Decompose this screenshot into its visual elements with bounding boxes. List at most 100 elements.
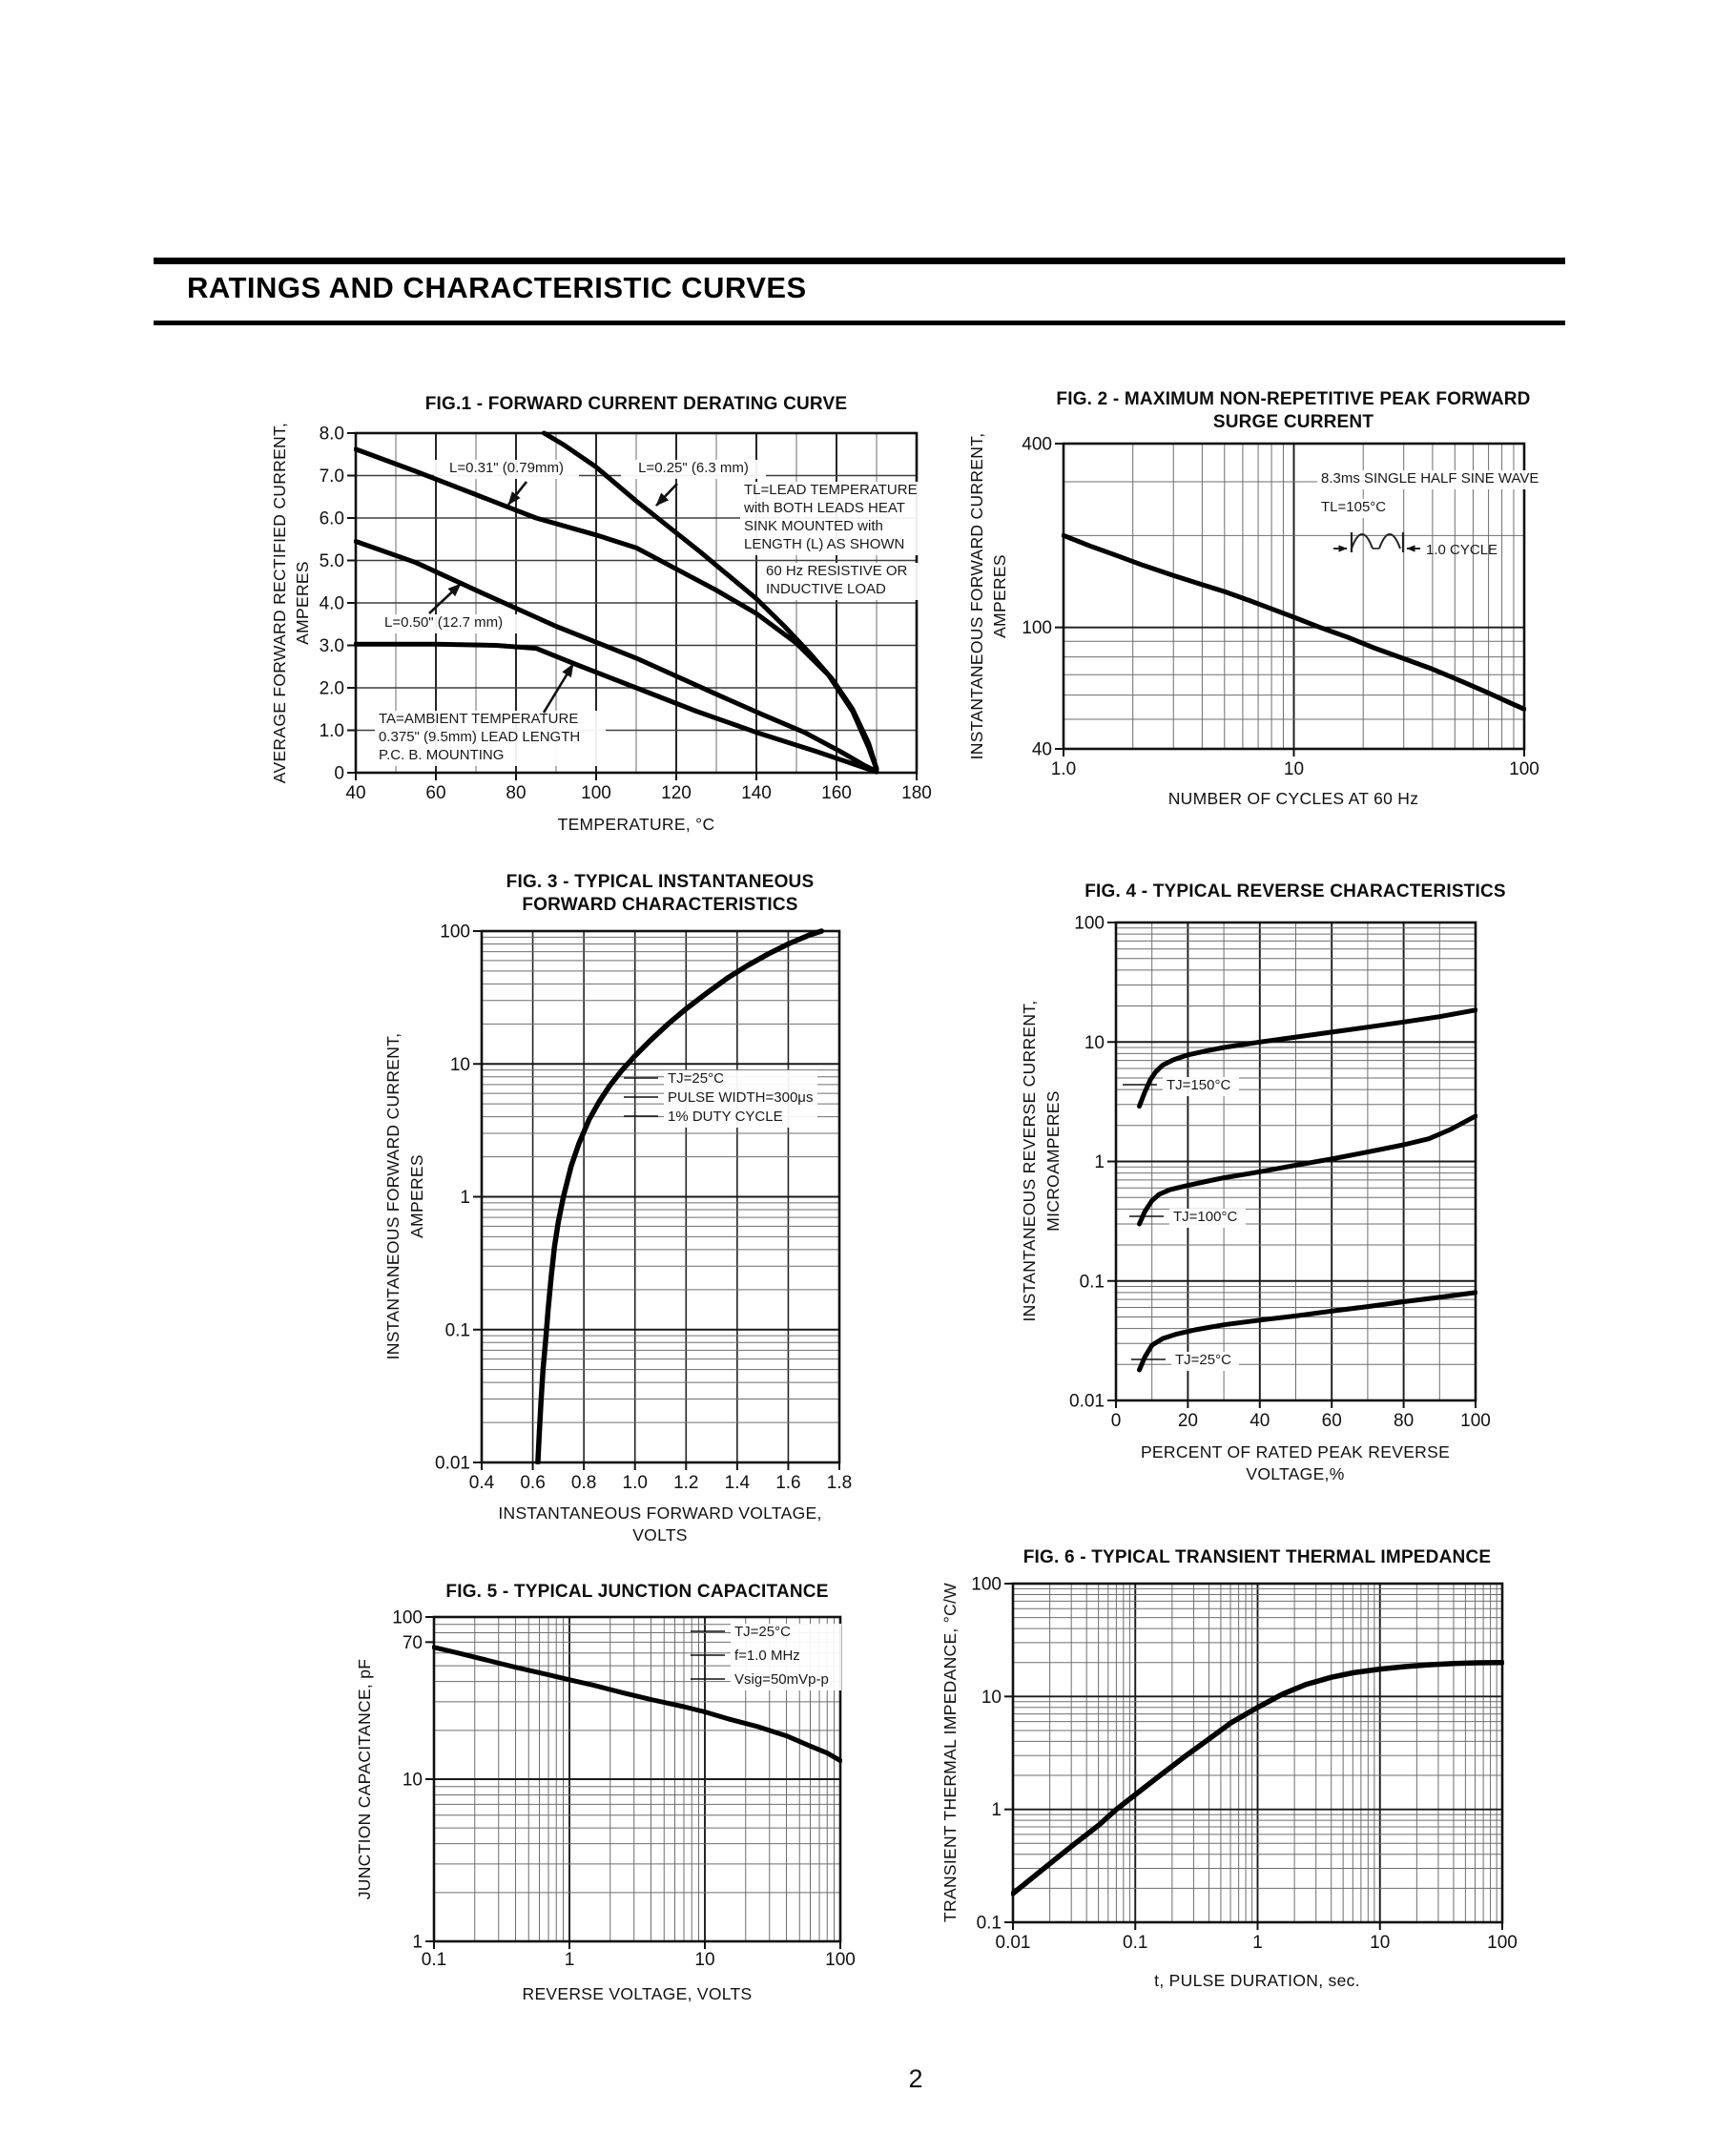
chart-title: FIG.1 - FORWARD CURRENT DERATING CURVE	[425, 394, 848, 414]
grid	[482, 931, 839, 1462]
annotation-text: L=0.50" (12.7 mm)	[384, 614, 503, 631]
series-group	[354, 430, 879, 775]
x-axis-title: TEMPERATURE, °C	[558, 815, 715, 834]
x-tick-label: 0.1	[1123, 1933, 1147, 1953]
annotation-bg	[740, 482, 919, 555]
x-tick-label: 100	[1509, 759, 1539, 779]
y-tick-label: 7.0	[320, 466, 344, 487]
annotation-arrow	[542, 663, 575, 714]
annotation-bg	[1317, 499, 1394, 518]
x-tick-label: 100	[1460, 1411, 1491, 1431]
y-tick-label: 0.1	[445, 1320, 470, 1340]
annotation-text: f=1.0 MHz	[734, 1648, 800, 1664]
chart-title: SURGE CURRENT	[1213, 412, 1374, 432]
annotation-bg	[1317, 470, 1557, 489]
annotation-text: TL=105°C	[1321, 499, 1386, 515]
x-tick-label: 10	[1284, 759, 1304, 779]
header-rule-top	[154, 258, 1565, 264]
series-line-2	[541, 430, 879, 772]
x-tick-label: 10	[694, 1950, 714, 1970]
series-line-1	[1137, 1007, 1477, 1109]
x-tick-label: 40	[345, 783, 365, 803]
annotation-text: with BOTH LEADS HEAT	[743, 500, 905, 516]
series-group	[535, 928, 825, 1464]
annotation-text: TA=AMBIENT TEMPERATURE	[379, 711, 578, 727]
y-tick-label: 0.01	[1069, 1392, 1105, 1412]
x-tick-label: 1.8	[827, 1473, 852, 1493]
annotation-text: TJ=100°C	[1173, 1209, 1237, 1225]
x-tick-label: 140	[741, 783, 772, 803]
y-tick-label: 10	[1084, 1033, 1105, 1053]
series-line-3	[354, 539, 879, 775]
series-group	[1137, 1007, 1477, 1373]
y-tick-label: 2.0	[320, 679, 344, 699]
annotation-arrow	[655, 483, 678, 507]
annotation-bg	[731, 1624, 841, 1690]
annotation-text: TJ=25°C	[734, 1624, 791, 1640]
chart-fig3-typical-instantaneous-forward-characteristics: 0.4 0.6 0.8 1.0 1.2 1.4 1.6 1.8 100 10 1 0.1 0.01 FIG…	[383, 872, 852, 1544]
annotation-text: L=0.31" (0.79mm)	[449, 460, 564, 476]
half-sine-pulse	[1351, 533, 1374, 549]
x-tick-label: 0.1	[422, 1950, 446, 1970]
x-tick-label: 80	[1394, 1411, 1414, 1431]
y-tick-label: 100	[392, 1608, 423, 1628]
x-tick-label: 60	[1322, 1411, 1342, 1431]
annotation-bg	[664, 1070, 817, 1128]
y-tick-label: 6.0	[320, 509, 344, 529]
y-axis-title: AMPERES	[293, 561, 312, 645]
chart-title: FIG. 4 - TYPICAL REVERSE CHARACTERISTICS	[1084, 881, 1506, 902]
y-tick-label: 100	[440, 923, 470, 943]
annotation-text: 0.375" (9.5mm) LEAD LENGTH	[379, 729, 580, 745]
x-tick-label: 100	[1487, 1933, 1518, 1953]
x-axis-title: INSTANTANEOUS FORWARD VOLTAGE,	[498, 1503, 821, 1523]
annotation-text: TL=LEAD TEMPERATURE	[744, 482, 918, 498]
x-tick-label: 1.4	[725, 1473, 751, 1493]
annotation-text: L=0.25" (6.3 mm)	[638, 460, 749, 476]
x-axis-title: PERCENT OF RATED PEAK REVERSE	[1141, 1442, 1450, 1462]
annotation-arrow	[428, 583, 462, 614]
y-tick-label: 8.0	[320, 425, 344, 445]
x-tick-label: 1.6	[775, 1473, 800, 1493]
series-group	[432, 1645, 842, 1764]
series-line-1	[432, 1645, 842, 1764]
annotation-text: Vsig=50mVp-p	[734, 1671, 829, 1688]
x-tick-label: 1.0	[623, 1473, 648, 1493]
y-tick-label: 0.1	[1080, 1272, 1105, 1292]
series-group	[1011, 1659, 1504, 1897]
y-axis-title: INSTANTANEOUS REVERSE CURRENT,	[1020, 1000, 1039, 1321]
annotation-bg	[375, 711, 606, 766]
annotation-text: SINK MOUNTED with	[744, 518, 883, 534]
series-line-4	[354, 641, 879, 775]
x-tick-label: 0	[1111, 1411, 1122, 1431]
grid	[1013, 1584, 1502, 1922]
y-tick-label: 0	[334, 764, 344, 784]
x-tick-label: 0.6	[520, 1473, 545, 1493]
chart-title: FIG. 2 - MAXIMUM NON-REPETITIVE PEAK FOR…	[1056, 389, 1530, 409]
y-tick-label: 100	[971, 1575, 1002, 1595]
annotation-bg	[762, 563, 924, 600]
y-tick-label: 4.0	[320, 594, 344, 614]
annotation-bg	[381, 614, 534, 633]
series-group	[1062, 532, 1526, 712]
chart-fig4-typical-reverse-characteristics: 0 20 40 60 80 100 100 10 1 0.1 0.01 FIG. 4 - TYPICA…	[1020, 881, 1506, 1483]
annotation-text: LENGTH (L) AS SHOWN	[744, 536, 904, 552]
annotation-text: 8.3ms SINGLE HALF SINE WAVE	[1321, 470, 1539, 487]
half-sine-wave-icon	[1333, 532, 1420, 552]
x-axis-title: t, PULSE DURATION, sec.	[1154, 1971, 1360, 1990]
y-axis-title: AMPERES	[407, 1154, 426, 1238]
y-tick-label: 0.01	[435, 1454, 470, 1474]
annotation-text: PULSE WIDTH=300μs	[668, 1089, 813, 1106]
y-axis-title: JUNCTION CAPACITANCE, pF	[355, 1659, 374, 1900]
half-sine-pulse	[1378, 533, 1401, 549]
x-tick-label: 180	[901, 783, 932, 803]
x-axis-title: VOLTAGE,%	[1246, 1464, 1344, 1483]
x-tick-label: 100	[581, 783, 611, 803]
x-tick-label: 40	[1250, 1411, 1270, 1431]
series-line-2	[1137, 1113, 1477, 1227]
annotation-text: TJ=150°C	[1167, 1077, 1230, 1093]
series-line-1	[1011, 1659, 1504, 1897]
x-tick-label: 0.8	[571, 1473, 596, 1493]
y-axis-title: INSTANTANEOUS FORWARD CURRENT,	[383, 1033, 403, 1360]
